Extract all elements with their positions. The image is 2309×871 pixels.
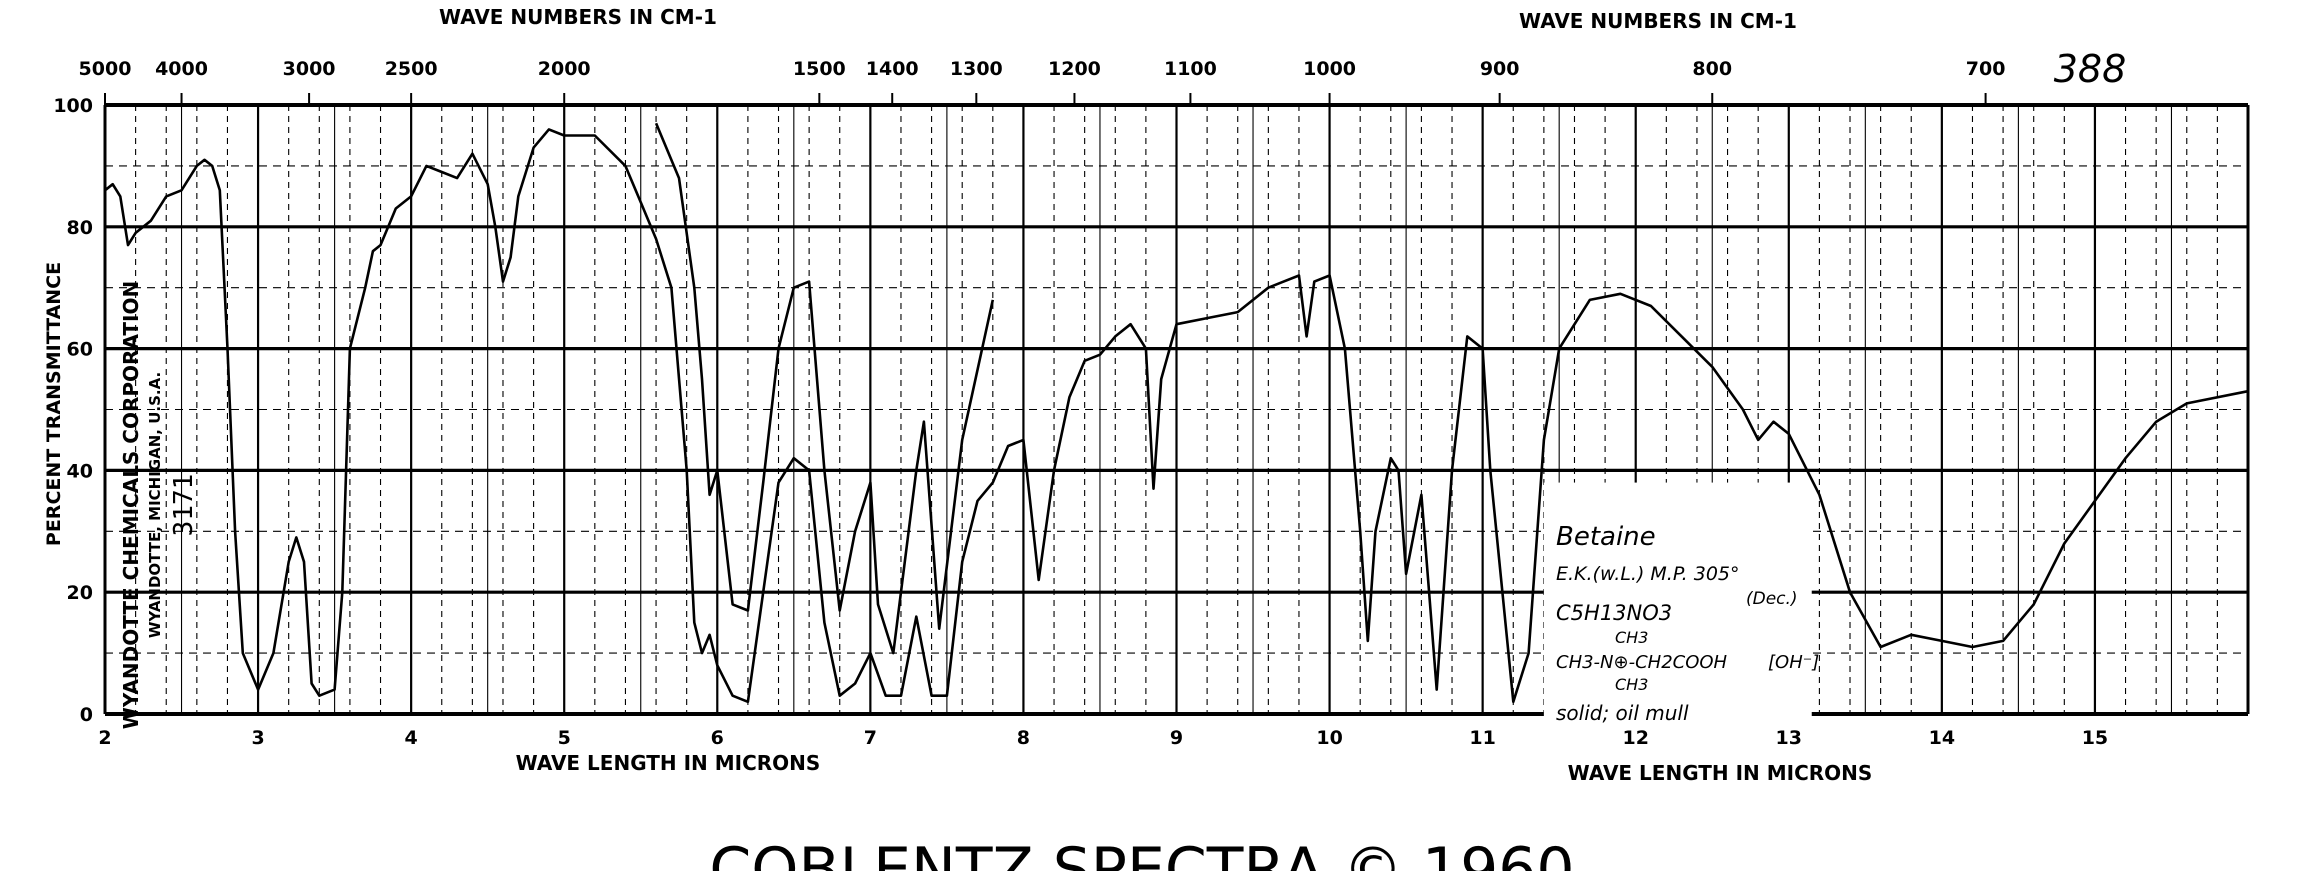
top-tick-label: 4000 xyxy=(155,58,208,80)
x-tick-label: 7 xyxy=(864,727,877,749)
structure-top: CH3 xyxy=(1615,628,1648,647)
structure-main: CH3-N⊕-CH2COOH xyxy=(1556,652,1728,673)
x-tick-label: 11 xyxy=(1469,727,1495,749)
footer-copyright: COBLENTZ SPECTRA © 1960 xyxy=(709,835,1574,871)
sample-state: solid; oil mull xyxy=(1556,701,1689,725)
structure-bottom: CH3 xyxy=(1615,675,1648,694)
x-axis-label-right: WAVE LENGTH IN MICRONS xyxy=(1568,761,1873,785)
x-tick-label: 10 xyxy=(1316,727,1342,749)
top-axis-label: WAVE NUMBERS IN CM-1 xyxy=(439,5,717,29)
x-tick-label: 2 xyxy=(98,727,111,749)
spectrum-trace-1 xyxy=(104,128,2249,704)
company-location: WYANDOTTE, MICHIGAN, U.S.A. xyxy=(146,372,164,638)
x-axis-label: WAVE LENGTH IN MICRONS xyxy=(516,751,821,775)
source-line: E.K.(w.L.) M.P. 305° xyxy=(1556,563,1740,585)
y-tick-label: 40 xyxy=(67,460,93,482)
top-tick-label: 1000 xyxy=(1303,58,1356,80)
y-tick-label: 20 xyxy=(67,582,93,604)
top-tick-label: 800 xyxy=(1692,58,1732,80)
x-tick-label: 5 xyxy=(558,727,571,749)
sheet-number: 388 xyxy=(2054,47,2127,91)
x-tick-label: 4 xyxy=(405,727,418,749)
top-tick-label: 1300 xyxy=(950,58,1003,80)
x-tick-label: 6 xyxy=(711,727,724,749)
decomposition-note: (Dec.) xyxy=(1746,589,1798,609)
top-tick-label: 1500 xyxy=(793,58,846,80)
compound-name: Betaine xyxy=(1556,522,1656,552)
top-tick-label: 1200 xyxy=(1048,58,1101,80)
y-tick-label: 60 xyxy=(67,339,93,361)
top-tick-label: 2000 xyxy=(538,58,591,80)
x-tick-label: 9 xyxy=(1170,727,1183,749)
y-tick-label: 80 xyxy=(67,217,93,239)
top-tick-label: 900 xyxy=(1480,58,1520,80)
x-tick-label: 12 xyxy=(1622,727,1648,749)
top-tick-label: 5000 xyxy=(79,58,132,80)
y-tick-label: 100 xyxy=(53,95,93,117)
y-tick-label: 0 xyxy=(80,704,93,726)
x-tick-label: 3 xyxy=(251,727,264,749)
top-tick-label: 700 xyxy=(1966,58,2006,80)
spectrum-trace-2 xyxy=(654,122,995,655)
top-tick-label: 1100 xyxy=(1164,58,1217,80)
annotation-background xyxy=(1543,482,1812,727)
x-tick-label: 13 xyxy=(1776,727,1802,749)
structure-anion: [OH⁻] xyxy=(1768,652,1819,673)
serial-number: 3171 xyxy=(169,474,199,537)
top-tick-label: 1400 xyxy=(866,58,919,80)
company-name: WYANDOTTE CHEMICALS CORPORATION xyxy=(119,281,143,729)
molecular-formula: C5H13NO3 xyxy=(1556,601,1672,625)
y-axis-label: PERCENT TRANSMITTANCE xyxy=(43,262,65,546)
x-tick-label: 14 xyxy=(1929,727,1955,749)
top-tick-label: 3000 xyxy=(283,58,336,80)
x-tick-label: 8 xyxy=(1017,727,1030,749)
x-tick-label: 15 xyxy=(2082,727,2108,749)
top-axis-label-right: WAVE NUMBERS IN CM-1 xyxy=(1519,9,1797,33)
top-tick-label: 2500 xyxy=(385,58,438,80)
